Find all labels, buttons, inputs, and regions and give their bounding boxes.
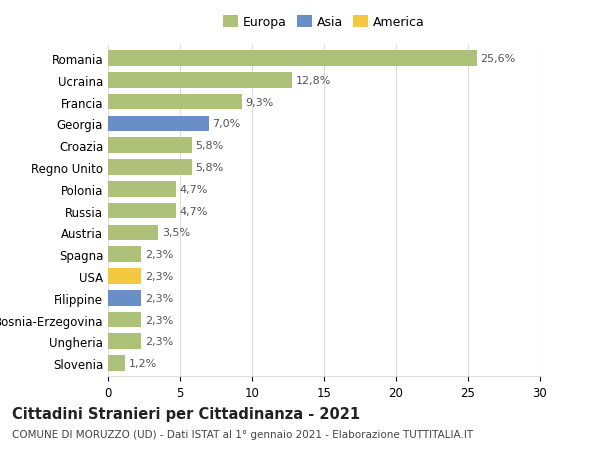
Text: 9,3%: 9,3% <box>245 97 274 107</box>
Bar <box>108 225 158 241</box>
Bar <box>108 203 176 219</box>
Bar <box>108 312 141 328</box>
Text: 5,8%: 5,8% <box>195 162 223 173</box>
Bar <box>108 290 141 306</box>
Text: 2,3%: 2,3% <box>145 250 173 260</box>
Bar <box>108 160 191 175</box>
Text: 12,8%: 12,8% <box>296 76 331 86</box>
Bar <box>108 247 141 263</box>
Text: 1,2%: 1,2% <box>129 358 157 368</box>
Text: 2,3%: 2,3% <box>145 293 173 303</box>
Text: Cittadini Stranieri per Cittadinanza - 2021: Cittadini Stranieri per Cittadinanza - 2… <box>12 406 360 421</box>
Text: 5,8%: 5,8% <box>195 141 223 151</box>
Bar <box>108 116 209 132</box>
Text: 2,3%: 2,3% <box>145 315 173 325</box>
Text: 25,6%: 25,6% <box>480 54 515 64</box>
Text: 2,3%: 2,3% <box>145 271 173 281</box>
Bar <box>108 356 125 371</box>
Bar <box>108 95 242 110</box>
Text: 7,0%: 7,0% <box>212 119 241 129</box>
Legend: Europa, Asia, America: Europa, Asia, America <box>220 12 428 33</box>
Text: 4,7%: 4,7% <box>179 185 208 195</box>
Bar <box>108 269 141 284</box>
Text: 4,7%: 4,7% <box>179 206 208 216</box>
Text: COMUNE DI MORUZZO (UD) - Dati ISTAT al 1° gennaio 2021 - Elaborazione TUTTITALIA: COMUNE DI MORUZZO (UD) - Dati ISTAT al 1… <box>12 429 473 439</box>
Bar <box>108 138 191 154</box>
Bar <box>108 51 476 67</box>
Text: 3,5%: 3,5% <box>162 228 190 238</box>
Bar <box>108 182 176 197</box>
Bar <box>108 334 141 349</box>
Text: 2,3%: 2,3% <box>145 336 173 347</box>
Bar <box>108 73 292 89</box>
